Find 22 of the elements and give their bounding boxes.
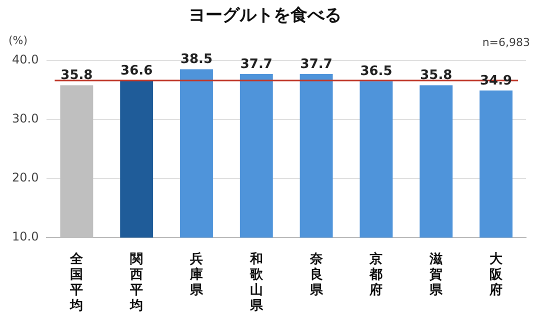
y-tick-label: 30.0 [12,112,39,126]
x-tick-label: 滋賀県 [428,252,444,298]
y-tick-label: 40.0 [12,52,39,67]
data-label: 35.8 [60,68,93,84]
data-label: 35.8 [420,68,452,84]
data-label: 36.6 [120,63,153,78]
data-label: 37.7 [300,56,332,72]
x-tick-label: 京都府 [368,250,383,298]
x-tick-label: 奈良県 [308,252,324,298]
chart-title: ヨーグルトを食べる [188,6,342,26]
y-tick-label: 10.0 [12,230,39,244]
x-tick-label: 和歌山県 [248,250,264,314]
data-label: 38.5 [180,52,213,68]
x-tick-label: 全国平均 [69,252,84,314]
data-label: 36.5 [360,64,392,79]
y-tick-label: 20.0 [12,170,39,185]
x-tick-label: 関西平均 [129,252,144,314]
y-axis-title: (%) [8,34,28,47]
x-tick-label: 兵庫県 [188,250,204,298]
text: n=6,983 [482,36,530,49]
data-label: 37.7 [240,56,272,72]
x-tick-label: 大阪府 [488,252,504,298]
